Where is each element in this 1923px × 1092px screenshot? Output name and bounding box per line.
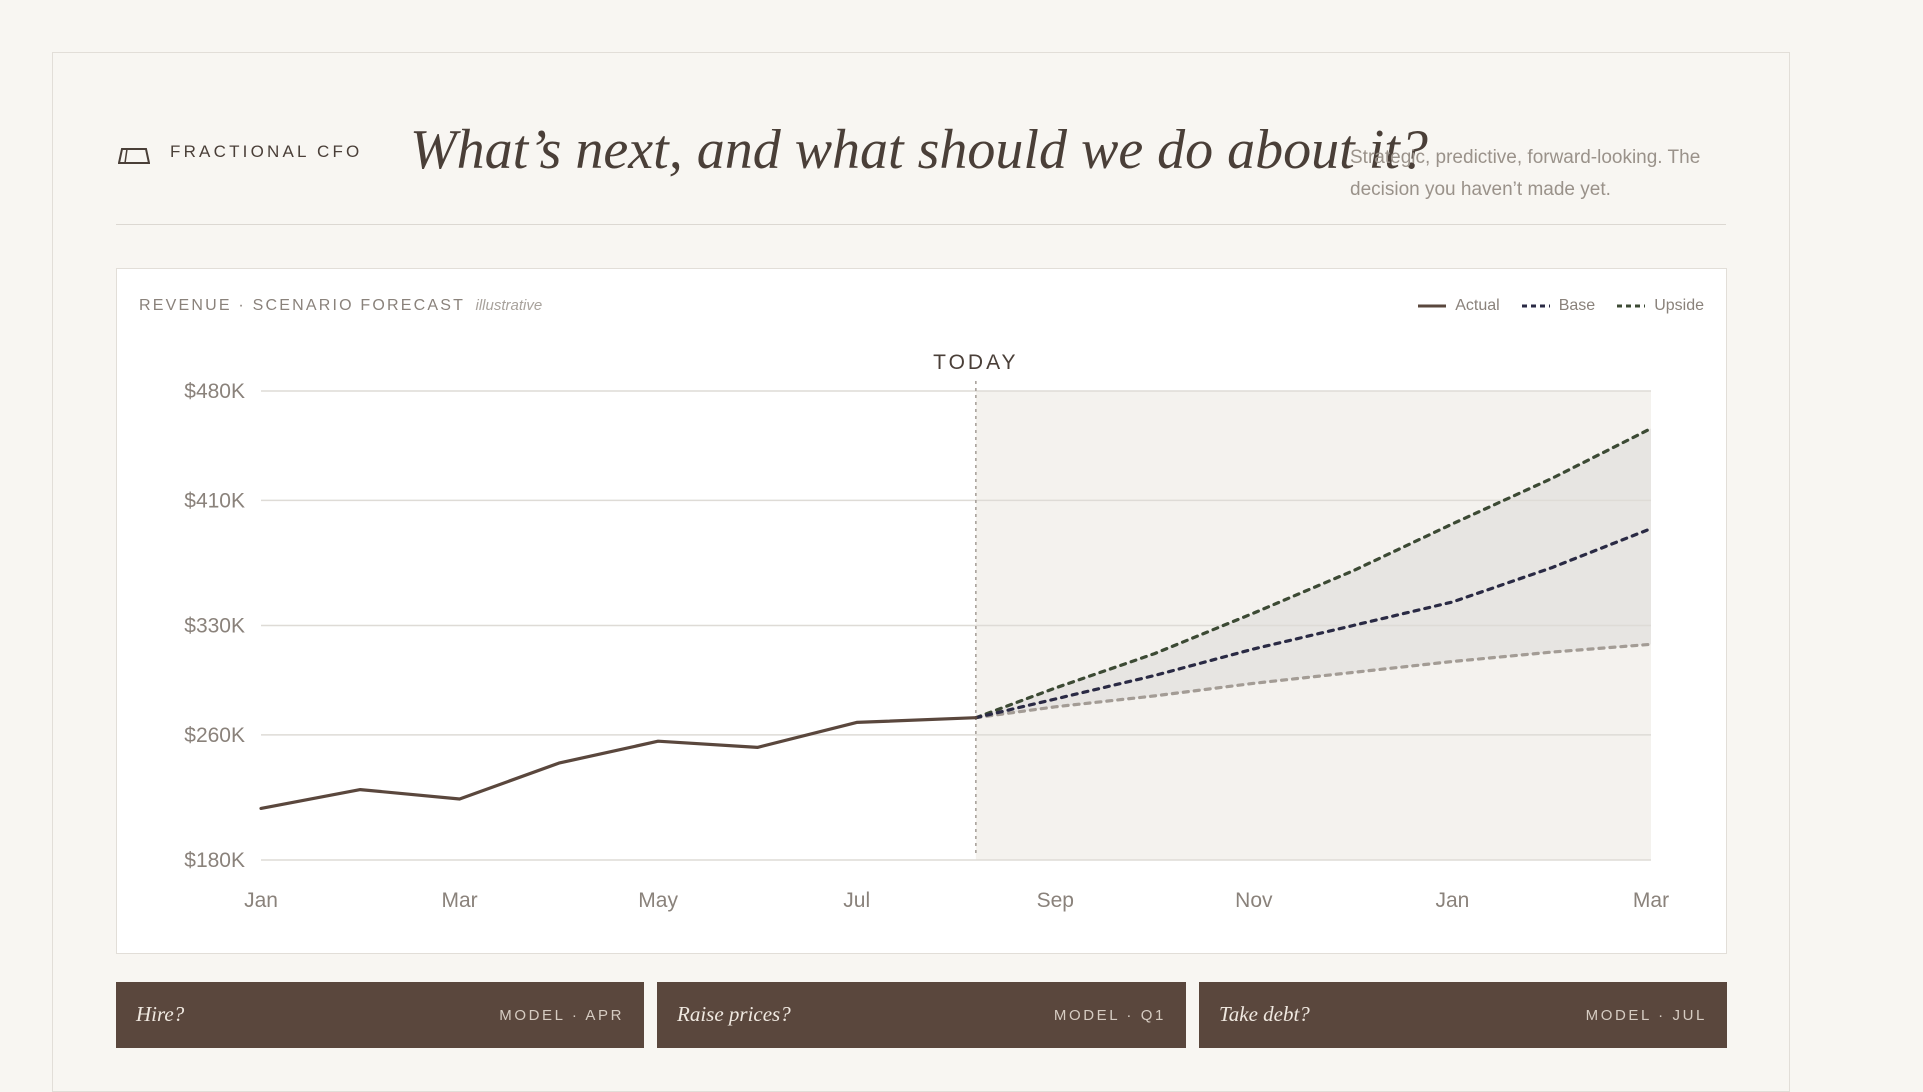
action-take-debt-button[interactable]: Take debt? MODEL · JUL bbox=[1199, 982, 1727, 1048]
legend-item-base: Base bbox=[1521, 297, 1596, 315]
page-subtitle: Strategic, predictive, forward-looking. … bbox=[1350, 147, 1701, 200]
y-tick-label: $410K bbox=[184, 489, 245, 512]
series-downside-line bbox=[974, 642, 1653, 720]
brand-label: FRACTIONAL CFO bbox=[170, 142, 363, 161]
chart-card: REVENUE · SCENARIO FORECAST illustrative… bbox=[116, 268, 1727, 954]
legend-swatch-actual bbox=[1418, 304, 1447, 308]
series-upside-line bbox=[974, 426, 1653, 720]
action-bar: Hire? MODEL · APR Raise prices? MODEL · … bbox=[116, 982, 1727, 1048]
action-hire-button[interactable]: Hire? MODEL · APR bbox=[116, 982, 644, 1048]
action-meta: MODEL · APR bbox=[499, 1007, 624, 1024]
x-tick-label: Mar bbox=[1633, 889, 1669, 912]
x-tick-label: Nov bbox=[1235, 889, 1273, 912]
page-header: FRACTIONAL CFO What’s next, and what sho… bbox=[116, 110, 1726, 225]
x-tick-label: Sep bbox=[1037, 889, 1074, 912]
x-tick-label: Mar bbox=[441, 889, 477, 912]
action-label: Take debt? bbox=[1219, 1002, 1310, 1026]
ledger-icon bbox=[118, 148, 150, 164]
x-tick-label: Jan bbox=[244, 889, 278, 912]
series-base-line bbox=[974, 527, 1653, 720]
legend-swatch-upside bbox=[1617, 304, 1646, 308]
legend-label-base: Base bbox=[1558, 297, 1596, 314]
legend-label-upside: Upside bbox=[1654, 297, 1704, 314]
x-tick-label: Jan bbox=[1435, 889, 1469, 912]
chart-title-note: illustrative bbox=[475, 297, 543, 314]
chart-legend: Actual Base Upside bbox=[1418, 297, 1704, 315]
y-tick-label: $180K bbox=[184, 849, 245, 872]
legend-swatch-base bbox=[1521, 304, 1550, 308]
today-marker-label: TODAY bbox=[933, 351, 1018, 374]
x-tick-label: Jul bbox=[843, 889, 870, 912]
action-meta: MODEL · JUL bbox=[1585, 1007, 1707, 1024]
y-tick-label: $480K bbox=[184, 380, 245, 403]
page-title: What’s next, and what should we do about… bbox=[410, 119, 1428, 181]
y-tick-label: $330K bbox=[184, 615, 245, 638]
legend-item-actual: Actual bbox=[1418, 297, 1500, 315]
series-actual-line bbox=[259, 716, 978, 811]
legend-item-upside: Upside bbox=[1617, 297, 1704, 315]
revenue-chart: $180K $260K $330K $410K $480K Jan Mar May Jul Sep… bbox=[184, 351, 1669, 912]
legend-label-actual: Actual bbox=[1455, 297, 1500, 314]
x-tick-label: May bbox=[638, 889, 678, 912]
action-label: Raise prices? bbox=[677, 1002, 791, 1026]
action-meta: MODEL · Q1 bbox=[1053, 1007, 1166, 1024]
action-label: Hire? bbox=[136, 1002, 185, 1026]
chart-title-text: REVENUE · SCENARIO FORECAST bbox=[139, 297, 465, 314]
y-tick-label: $260K bbox=[184, 724, 245, 747]
scenario-band bbox=[975, 428, 1651, 718]
action-raise-prices-button[interactable]: Raise prices? MODEL · Q1 bbox=[657, 982, 1186, 1048]
chart-title: REVENUE · SCENARIO FORECAST illustrative bbox=[139, 297, 542, 315]
